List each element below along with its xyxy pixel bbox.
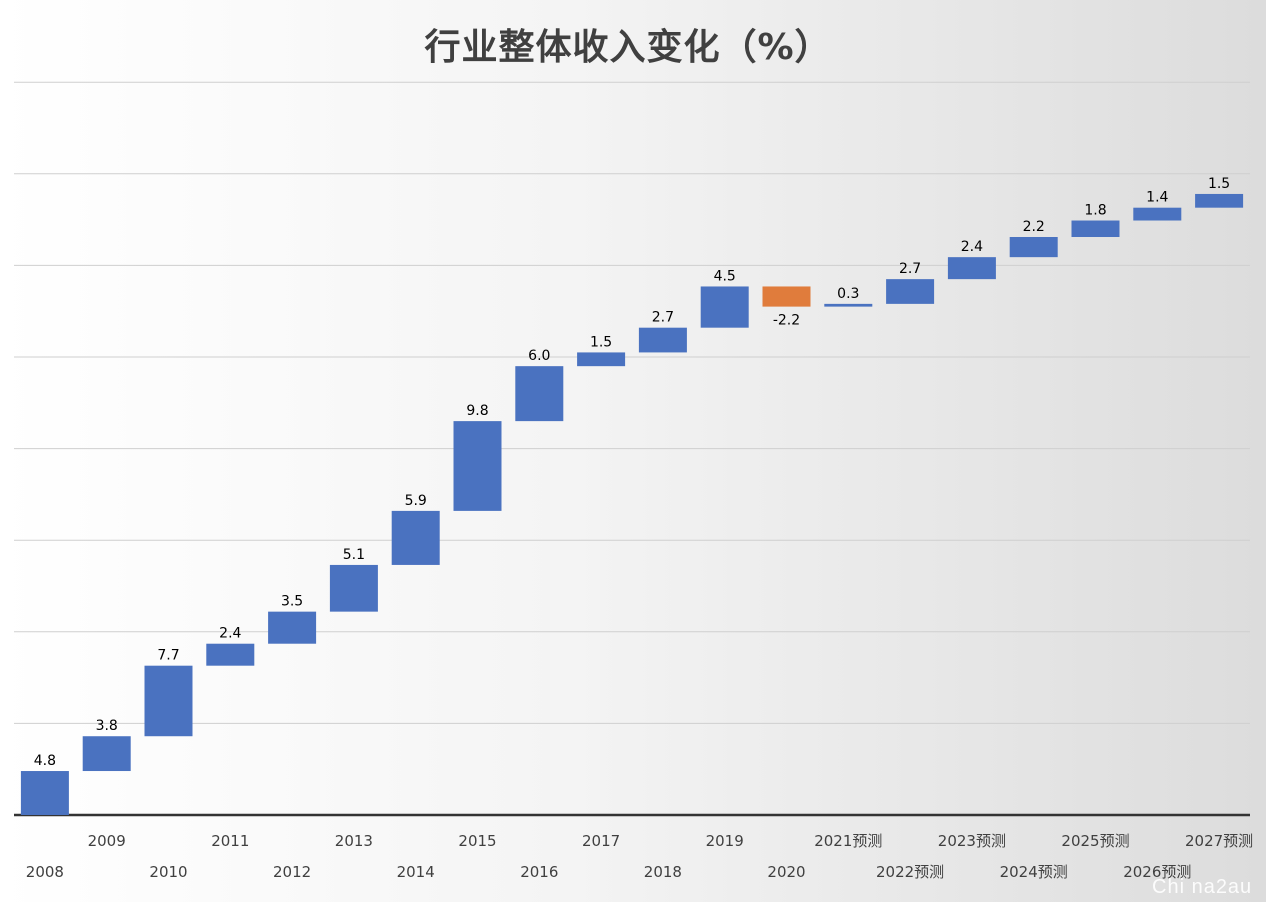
x-tick-label: 2014 bbox=[397, 863, 435, 881]
x-tick-label: 2012 bbox=[273, 863, 311, 881]
bar bbox=[947, 257, 996, 280]
bar bbox=[824, 303, 873, 307]
bar bbox=[1009, 237, 1058, 258]
x-tick-label: 2018 bbox=[644, 863, 682, 881]
value-label: 0.3 bbox=[837, 286, 859, 302]
x-tick-label: 2026预测 bbox=[1123, 863, 1191, 881]
x-tick-label: 2025预测 bbox=[1061, 832, 1129, 850]
value-label: 1.5 bbox=[590, 334, 612, 350]
x-tick-label: 2019 bbox=[706, 832, 744, 850]
value-labels: 4.8 3.8 7.7 2.4 3.5 5.1 5.9 9.8 6.0 1.5 2.7 4.5 -2.2… bbox=[34, 176, 1230, 769]
x-tick-label: 2009 bbox=[88, 832, 126, 850]
value-label: 7.7 bbox=[157, 648, 179, 664]
x-tick-label: 2022预测 bbox=[876, 863, 944, 881]
value-label: 4.5 bbox=[714, 268, 736, 284]
value-label: 2.4 bbox=[219, 626, 241, 642]
watermark: Chi na2au bbox=[1152, 876, 1253, 898]
x-tick-label: 2023预测 bbox=[938, 832, 1006, 850]
x-tick-label: 2027预测 bbox=[1185, 832, 1253, 850]
bar bbox=[515, 366, 564, 422]
value-label: 4.8 bbox=[34, 753, 56, 769]
gridlines bbox=[14, 81, 1250, 817]
bar bbox=[144, 665, 193, 737]
bar bbox=[762, 286, 811, 307]
value-label: 9.8 bbox=[466, 403, 488, 419]
x-tick-label: 2021预测 bbox=[814, 832, 882, 850]
bar bbox=[577, 352, 626, 367]
chart-title: 行业整体收入变化（%） bbox=[424, 27, 832, 68]
bar bbox=[700, 286, 749, 328]
value-label: 5.9 bbox=[405, 493, 427, 509]
bar bbox=[1133, 207, 1182, 221]
x-tick-label: 2013 bbox=[335, 832, 373, 850]
value-label: 1.8 bbox=[1084, 203, 1106, 219]
value-label: 3.5 bbox=[281, 594, 303, 610]
bar bbox=[1195, 193, 1244, 208]
bar bbox=[268, 611, 317, 644]
bar bbox=[1071, 220, 1120, 238]
bar bbox=[453, 421, 502, 511]
bar bbox=[329, 564, 378, 612]
value-label: 1.5 bbox=[1208, 176, 1230, 192]
value-label: 2.2 bbox=[1023, 219, 1045, 235]
bars bbox=[20, 193, 1244, 815]
value-label: 5.1 bbox=[343, 547, 365, 563]
value-label: -2.2 bbox=[773, 313, 800, 329]
x-tick-label: 2008 bbox=[26, 863, 64, 881]
bar bbox=[20, 771, 69, 815]
value-label: 2.7 bbox=[652, 310, 674, 326]
bar bbox=[638, 327, 687, 353]
x-tick-label: 2017 bbox=[582, 832, 620, 850]
value-label: 1.4 bbox=[1146, 190, 1168, 206]
x-axis-labels: 2008 2009 2010 2011 2012 2013 2014 2015 2016 2017… bbox=[26, 832, 1253, 881]
value-label: 2.7 bbox=[899, 261, 921, 277]
value-label: 3.8 bbox=[96, 718, 118, 734]
x-tick-label: 2015 bbox=[458, 832, 496, 850]
bar bbox=[886, 279, 935, 304]
value-label: 6.0 bbox=[528, 348, 550, 364]
x-tick-label: 2024预测 bbox=[1000, 863, 1068, 881]
x-tick-label: 2011 bbox=[211, 832, 249, 850]
x-tick-label: 2020 bbox=[767, 863, 805, 881]
bar bbox=[206, 643, 255, 666]
bar bbox=[391, 510, 440, 565]
x-tick-label: 2010 bbox=[149, 863, 187, 881]
value-label: 2.4 bbox=[961, 239, 983, 255]
bar bbox=[82, 736, 131, 772]
x-tick-label: 2016 bbox=[520, 863, 558, 881]
